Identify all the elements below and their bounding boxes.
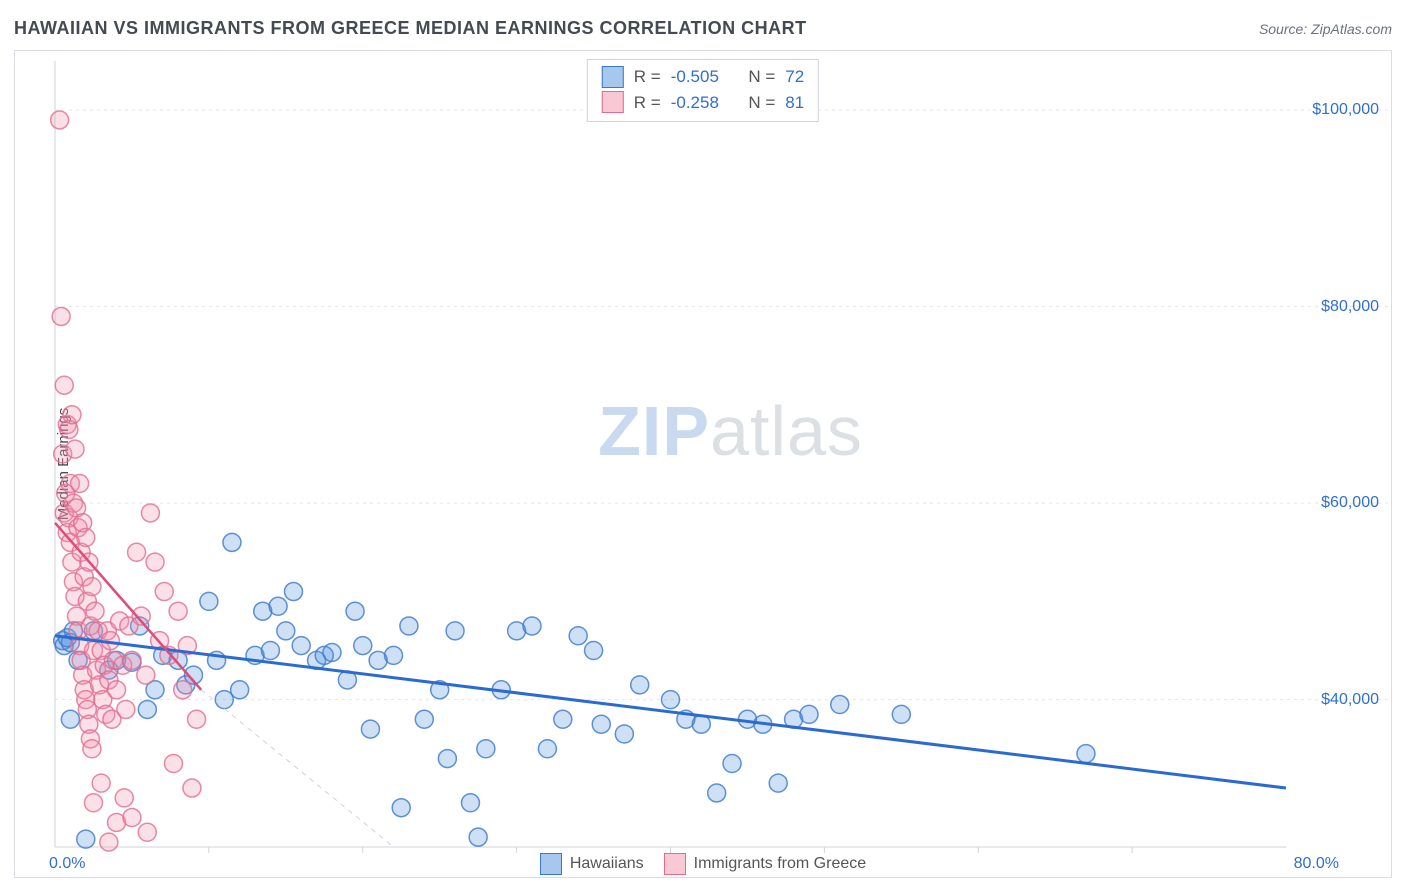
correlation-row: R = -0.505 N = 72 (602, 64, 804, 90)
legend-swatch (602, 91, 624, 113)
legend-item: Immigrants from Greece (664, 853, 866, 875)
legend-swatch (664, 853, 686, 875)
legend-label: Immigrants from Greece (694, 855, 866, 873)
chart-title: HAWAIIAN VS IMMIGRANTS FROM GREECE MEDIA… (14, 18, 807, 39)
y-tick-label: $100,000 (1312, 101, 1379, 119)
chart-area: Median Earnings ZIPatlas R = -0.505 N = … (14, 50, 1392, 878)
source-attribution: Source: ZipAtlas.com (1259, 21, 1392, 37)
y-tick-label: $80,000 (1321, 298, 1379, 316)
correlation-row: R = -0.258 N = 81 (602, 90, 804, 116)
y-tick-label: $60,000 (1321, 494, 1379, 512)
legend-item: Hawaiians (540, 853, 644, 875)
y-tick-label: $40,000 (1321, 691, 1379, 709)
series-legend: Hawaiians Immigrants from Greece (15, 853, 1391, 875)
legend-label: Hawaiians (570, 855, 644, 873)
correlation-legend: R = -0.505 N = 72R = -0.258 N = 81 (587, 59, 819, 122)
legend-swatch (540, 853, 562, 875)
chart-svg (15, 51, 1391, 877)
legend-swatch (602, 66, 624, 88)
